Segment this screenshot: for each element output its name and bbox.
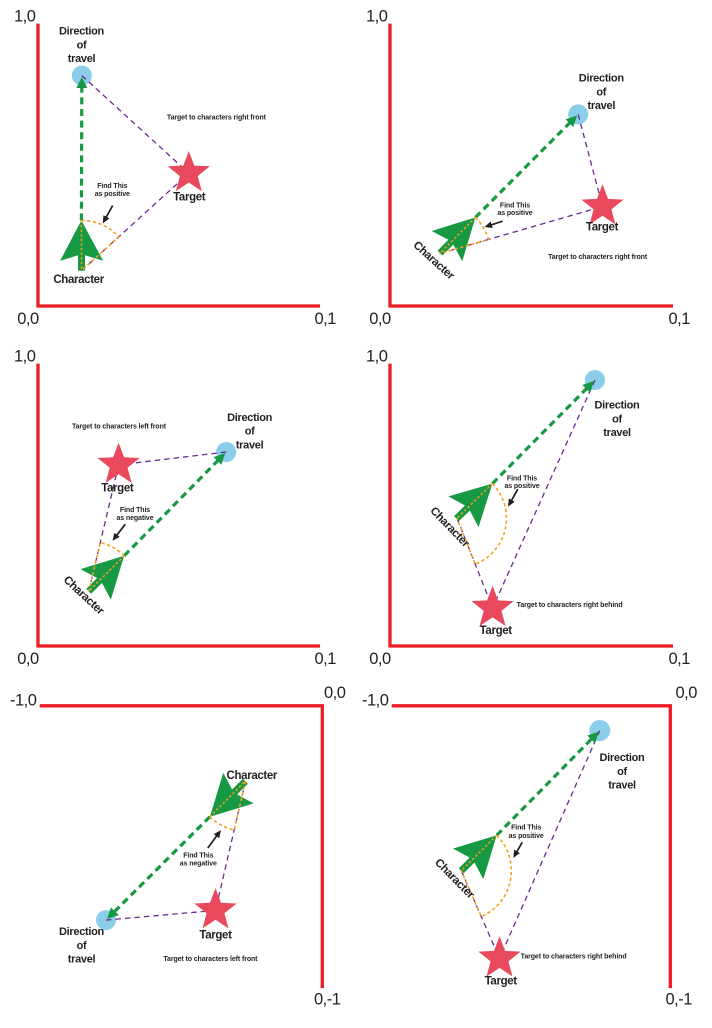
svg-text:Target to characters right beh: Target to characters right behind <box>521 954 627 961</box>
svg-text:travel: travel <box>608 780 636 792</box>
svg-text:1,0: 1,0 <box>14 348 36 366</box>
svg-text:as negative: as negative <box>116 515 153 522</box>
svg-text:0,1: 0,1 <box>315 650 337 668</box>
svg-text:Target: Target <box>586 222 619 234</box>
svg-text:travel: travel <box>603 427 631 439</box>
svg-text:Find This: Find This <box>97 183 127 190</box>
svg-text:of: of <box>612 413 622 425</box>
svg-text:Target to characters right fro: Target to characters right front <box>548 254 648 261</box>
svg-text:0,1: 0,1 <box>315 310 337 328</box>
svg-text:0,0: 0,0 <box>17 310 39 328</box>
svg-text:travel: travel <box>68 53 96 65</box>
svg-text:travel: travel <box>236 439 264 451</box>
svg-text:as positive: as positive <box>95 191 130 198</box>
svg-text:as positive: as positive <box>509 833 544 840</box>
svg-text:Character: Character <box>227 770 278 782</box>
svg-text:Character: Character <box>53 274 104 286</box>
svg-text:Target to characters left fron: Target to characters left front <box>72 423 167 430</box>
svg-text:Direction: Direction <box>579 73 625 85</box>
svg-text:Target: Target <box>101 483 134 495</box>
svg-text:0,0: 0,0 <box>324 684 346 702</box>
svg-text:0,1: 0,1 <box>669 310 691 328</box>
svg-text:of: of <box>617 766 627 778</box>
svg-text:0,0: 0,0 <box>676 684 698 702</box>
svg-text:0,-1: 0,-1 <box>666 991 693 1009</box>
svg-text:of: of <box>77 940 87 952</box>
svg-text:travel: travel <box>68 954 96 966</box>
svg-text:Target: Target <box>173 191 206 203</box>
svg-text:-1,0: -1,0 <box>10 692 37 710</box>
svg-text:as positive: as positive <box>497 210 532 217</box>
svg-text:Target: Target <box>480 625 513 637</box>
svg-text:Find This: Find This <box>500 202 530 209</box>
svg-text:of: of <box>596 86 606 98</box>
svg-text:of: of <box>245 426 255 438</box>
svg-text:Target: Target <box>199 930 232 942</box>
svg-text:Target to characters right fro: Target to characters right front <box>167 114 267 121</box>
svg-text:as positive: as positive <box>504 483 539 490</box>
svg-text:of: of <box>77 39 87 51</box>
svg-text:Target: Target <box>485 976 518 988</box>
svg-text:1,0: 1,0 <box>366 348 388 366</box>
svg-text:1,0: 1,0 <box>14 8 36 26</box>
svg-text:Target to characters right beh: Target to characters right behind <box>517 602 623 609</box>
svg-text:Find This: Find This <box>183 853 213 860</box>
svg-text:-1,0: -1,0 <box>362 692 389 710</box>
svg-text:1,0: 1,0 <box>366 8 388 26</box>
svg-text:Direction: Direction <box>59 926 105 938</box>
svg-text:as negative: as negative <box>180 860 217 867</box>
svg-text:0,1: 0,1 <box>669 650 691 668</box>
svg-text:0,0: 0,0 <box>17 650 39 668</box>
svg-text:travel: travel <box>588 100 616 112</box>
svg-text:Target to characters left fron: Target to characters left front <box>163 956 258 963</box>
svg-text:Find This: Find This <box>511 824 541 831</box>
svg-text:0,0: 0,0 <box>369 310 391 328</box>
svg-text:Direction: Direction <box>227 412 273 424</box>
svg-text:Direction: Direction <box>59 26 105 38</box>
svg-text:Direction: Direction <box>600 752 646 764</box>
svg-text:0,-1: 0,-1 <box>314 991 341 1009</box>
svg-text:Find This: Find This <box>507 475 537 482</box>
svg-text:Find This: Find This <box>120 507 150 514</box>
svg-text:0,0: 0,0 <box>369 650 391 668</box>
svg-text:Direction: Direction <box>595 400 641 412</box>
